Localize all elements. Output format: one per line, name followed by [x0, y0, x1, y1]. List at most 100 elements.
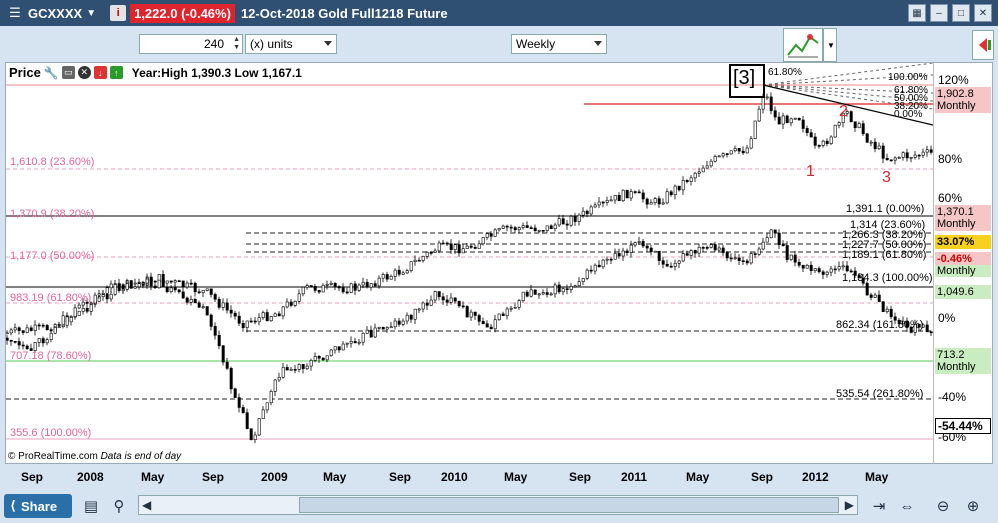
candle-body [85, 301, 89, 304]
candle-body [617, 253, 621, 257]
wrench-icon[interactable]: 🔧 [43, 65, 59, 80]
candle-body [769, 229, 773, 238]
candle-body [373, 327, 377, 338]
candle-body [897, 157, 901, 159]
price-plot-area[interactable]: Price 🔧 ▭ ✕ ↓ ↑ Year:High 1,390.3 Low 1,… [6, 63, 933, 463]
horizontal-scrollbar[interactable]: ◀ ▶ [138, 495, 858, 515]
toolbar: 240 ▲ ▼ (x) units Weekly ▼ [0, 26, 998, 62]
candle-body [505, 225, 509, 228]
symbol-label[interactable]: GCXXXX [28, 5, 83, 21]
candle-body [609, 199, 613, 202]
candle-body [193, 282, 197, 293]
chart-type-button[interactable] [783, 28, 823, 62]
candle-body [681, 253, 685, 262]
candle-body [9, 339, 13, 342]
candle-body [917, 154, 921, 157]
candle-body [205, 288, 209, 291]
calendar-icon[interactable]: ▦ [908, 4, 926, 22]
units-select[interactable]: (x) units [245, 34, 337, 54]
candle-body [477, 315, 481, 322]
zoom-in-icon[interactable]: ⊕ [966, 498, 980, 515]
candle-body [857, 123, 861, 129]
zoom-out-icon[interactable]: ⊖ [936, 498, 950, 515]
candle-body [561, 218, 565, 225]
y-axis[interactable]: 120% 80% 60% 0% -40% -60% 1,902.8 Monthl… [933, 63, 992, 463]
units-input[interactable]: 240 ▲ ▼ [139, 34, 243, 54]
scroll-thumb[interactable] [299, 497, 839, 513]
candle-body [465, 245, 469, 250]
candle-body [401, 272, 405, 275]
candle-body [881, 301, 885, 313]
arrow-up-icon[interactable]: ↑ [109, 66, 123, 79]
credit-text: © ProRealTime.com Data is end of day [8, 451, 181, 462]
candle-body [17, 341, 21, 346]
share-button[interactable]: ⟨ Share [4, 494, 72, 518]
candle-body [501, 225, 505, 229]
candle-body [265, 402, 269, 411]
candle-body [485, 233, 489, 238]
candle-body [445, 299, 449, 303]
candle-body [861, 277, 865, 284]
candle-body [745, 260, 749, 264]
candle-body [157, 279, 161, 289]
x-tick: May [865, 470, 889, 484]
candle-body [417, 308, 421, 311]
candle-body [305, 365, 309, 369]
candle-body [413, 308, 417, 320]
chart-type-dropdown[interactable]: ▼ [823, 28, 837, 62]
close-icon[interactable]: ✕ [974, 4, 992, 22]
menu-icon[interactable]: ☰ [9, 5, 21, 20]
scroll-left-icon[interactable]: ◀ [142, 498, 152, 512]
scroll-right-icon[interactable]: ▶ [844, 498, 854, 512]
panel-toggle-button[interactable] [972, 30, 994, 60]
close-circle-icon[interactable]: ✕ [77, 66, 91, 79]
fib-fan [762, 63, 933, 126]
candle-body [685, 253, 689, 256]
candle-body [897, 319, 901, 324]
candle-body [345, 342, 349, 345]
link-icon[interactable]: ⚲ [113, 498, 125, 515]
candle-body [397, 320, 401, 325]
ruler-icon[interactable]: ▤ [83, 498, 99, 515]
candle-body [153, 280, 157, 283]
stepper-icon[interactable]: ▲ ▼ [233, 36, 240, 51]
candle-body [709, 244, 713, 248]
candle-body [201, 290, 205, 294]
candle-body [185, 297, 189, 303]
fib-label: 355.6 (100.00%) [10, 427, 92, 439]
candle-body [389, 276, 393, 280]
minimize-icon[interactable]: – [930, 4, 948, 22]
scroll-end-icon[interactable]: ⇥ [872, 498, 886, 515]
candle-body [597, 264, 601, 268]
arrow-down-icon[interactable]: ↓ [93, 66, 107, 79]
candle-body [653, 198, 657, 203]
candle-body [25, 345, 29, 349]
candle-body [705, 247, 709, 249]
candle-body [809, 264, 813, 272]
candle-body [701, 167, 705, 173]
chart-panel: Price 🔧 ▭ ✕ ↓ ↑ Year:High 1,390.3 Low 1,… [5, 62, 993, 464]
fib-label: 1,610.8 (23.60%) [10, 156, 95, 168]
fan-label: 50.00% [894, 93, 928, 104]
maximize-icon[interactable]: □ [952, 4, 970, 22]
x-axis[interactable]: Sep 2008 May Sep 2009 May Sep 2010 May S… [5, 464, 932, 490]
fit-icon[interactable]: ⇔ [899, 497, 915, 515]
candle-body [205, 306, 209, 316]
candle-body [453, 297, 457, 302]
change-box-sub: Monthly [935, 265, 991, 277]
candle-body [165, 280, 169, 284]
period-select[interactable]: Weekly [511, 34, 607, 54]
candle-body [69, 316, 73, 318]
x-tick: Sep [21, 470, 44, 484]
candle-body [33, 342, 37, 351]
candle-body [509, 226, 513, 229]
candle-body [181, 280, 185, 288]
symbol-dropdown-icon[interactable]: ▼ [86, 7, 97, 19]
window-icon[interactable]: ▭ [61, 66, 75, 79]
candle-body [597, 201, 601, 206]
fib-label: 1,189.1 (61.80%) [842, 249, 927, 261]
candle-body [645, 245, 649, 249]
candle-body [273, 379, 277, 392]
info-badge-icon[interactable]: i [110, 5, 127, 21]
candle-body [861, 123, 865, 135]
